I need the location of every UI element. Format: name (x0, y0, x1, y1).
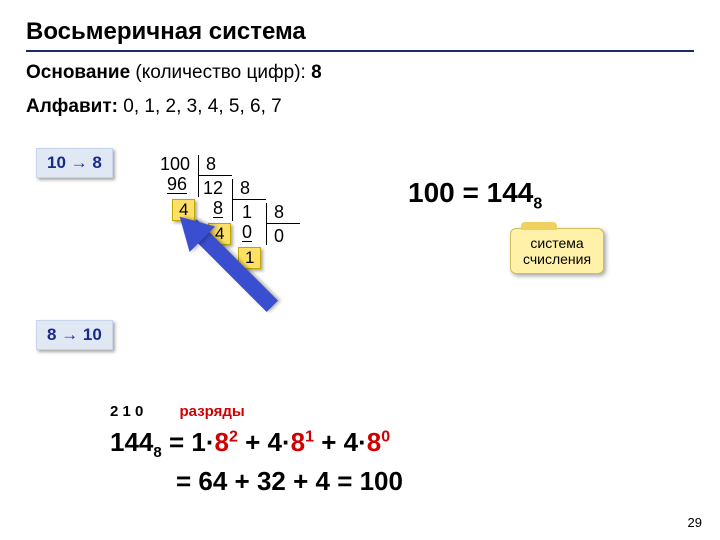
ranks: 2 1 0 (110, 403, 143, 420)
div-divisor1: 8 (206, 155, 216, 173)
expansion: 2 1 0 разряды 1448 = 1·82 + 4·81 + 4·80 … (110, 390, 403, 499)
page-number: 29 (688, 515, 702, 530)
t1e: 2 (229, 428, 238, 445)
read-arrow (128, 200, 258, 330)
t2a: 4· (268, 427, 291, 457)
t3e: 0 (381, 428, 390, 445)
div-q3: 0 (274, 227, 284, 245)
div-v3 (266, 203, 267, 245)
t1a: 1· (191, 427, 214, 457)
div-divisor3: 8 (274, 203, 284, 221)
t3a: 4· (344, 427, 367, 457)
exp-eq: = (162, 427, 192, 457)
div-sub1: 96 (167, 175, 187, 194)
callout-system: система счисления (510, 228, 604, 274)
exp-line2: = 64 + 32 + 4 = 100 (176, 466, 403, 496)
title-rule (26, 50, 694, 52)
p1: + (238, 427, 268, 457)
basis-label-bold: Основание (26, 62, 130, 83)
alphabet-value: 0, 1, 2, 3, 4, 5, 6, 7 (123, 96, 281, 117)
badge-10-to-8: 10 → 8 (36, 148, 113, 178)
div-dividend: 100 (160, 155, 190, 173)
div-h1 (198, 175, 232, 176)
t1b: 8 (215, 427, 229, 457)
badge-8-to-10: 8 → 10 (36, 320, 113, 350)
div-v1 (198, 155, 199, 197)
exp-n: 144 (110, 427, 153, 457)
ranks-label: разряды (180, 403, 245, 420)
page-title: Восьмеричная система (26, 18, 306, 46)
div-h3 (266, 223, 300, 224)
eq-sub: 8 (533, 196, 542, 213)
div-divisor2: 8 (240, 179, 250, 197)
basis-line: Основание (количество цифр): 8 (26, 62, 322, 84)
t3b: 8 (367, 427, 381, 457)
alphabet-label: Алфавит: (26, 96, 123, 117)
basis-value: 8 (311, 62, 322, 83)
callout-tab (521, 222, 557, 230)
t2b: 8 (291, 427, 305, 457)
exp-sub: 8 (153, 444, 161, 461)
alphabet-line: Алфавит: 0, 1, 2, 3, 4, 5, 6, 7 (26, 96, 282, 118)
t2e: 1 (305, 428, 314, 445)
p2: + (314, 427, 344, 457)
basis-label-rest: (количество цифр): (130, 62, 311, 83)
callout-l2: счисления (523, 251, 591, 267)
eq-lhs: 100 = 144 (408, 177, 533, 208)
result-equation: 100 = 1448 (408, 177, 542, 214)
callout-l1: система (530, 235, 583, 251)
div-q1: 12 (203, 179, 223, 197)
